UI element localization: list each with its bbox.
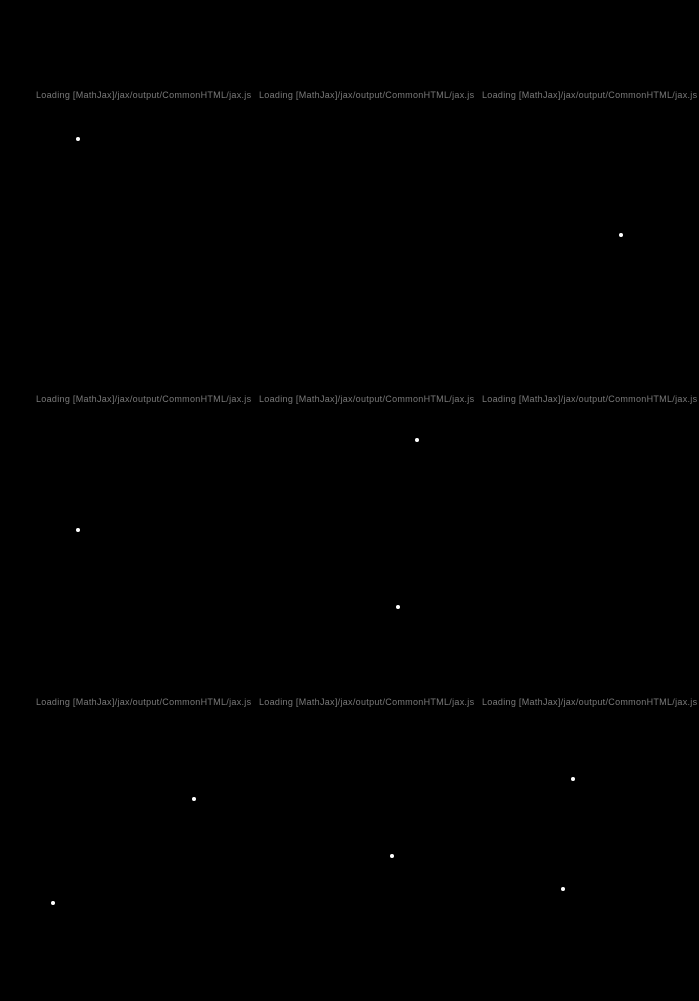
data-point bbox=[192, 797, 196, 801]
panel-title: Loading [MathJax]/jax/output/CommonHTML/… bbox=[259, 90, 474, 100]
data-point bbox=[76, 528, 80, 532]
panel-title: Loading [MathJax]/jax/output/CommonHTML/… bbox=[36, 394, 251, 404]
data-point bbox=[571, 777, 575, 781]
data-point bbox=[415, 438, 419, 442]
panel-2: Loading [MathJax]/jax/output/CommonHTML/… bbox=[476, 90, 669, 364]
data-point bbox=[619, 233, 623, 237]
panel-5: Loading [MathJax]/jax/output/CommonHTML/… bbox=[476, 394, 669, 668]
panel-7: Loading [MathJax]/jax/output/CommonHTML/… bbox=[253, 697, 446, 971]
data-point bbox=[396, 605, 400, 609]
data-point bbox=[51, 901, 55, 905]
data-point bbox=[390, 854, 394, 858]
panel-title: Loading [MathJax]/jax/output/CommonHTML/… bbox=[36, 697, 251, 707]
panel-0: Loading [MathJax]/jax/output/CommonHTML/… bbox=[30, 90, 223, 364]
panel-title: Loading [MathJax]/jax/output/CommonHTML/… bbox=[36, 90, 251, 100]
panel-3: Loading [MathJax]/jax/output/CommonHTML/… bbox=[30, 394, 223, 668]
panel-title: Loading [MathJax]/jax/output/CommonHTML/… bbox=[482, 697, 697, 707]
panel-title: Loading [MathJax]/jax/output/CommonHTML/… bbox=[482, 90, 697, 100]
chart-grid: Loading [MathJax]/jax/output/CommonHTML/… bbox=[0, 0, 699, 1001]
panel-6: Loading [MathJax]/jax/output/CommonHTML/… bbox=[30, 697, 223, 971]
panel-title: Loading [MathJax]/jax/output/CommonHTML/… bbox=[259, 394, 474, 404]
panel-title: Loading [MathJax]/jax/output/CommonHTML/… bbox=[259, 697, 474, 707]
data-point bbox=[76, 137, 80, 141]
data-point bbox=[561, 887, 565, 891]
panel-title: Loading [MathJax]/jax/output/CommonHTML/… bbox=[482, 394, 697, 404]
panel-4: Loading [MathJax]/jax/output/CommonHTML/… bbox=[253, 394, 446, 668]
panel-1: Loading [MathJax]/jax/output/CommonHTML/… bbox=[253, 90, 446, 364]
panel-8: Loading [MathJax]/jax/output/CommonHTML/… bbox=[476, 697, 669, 971]
